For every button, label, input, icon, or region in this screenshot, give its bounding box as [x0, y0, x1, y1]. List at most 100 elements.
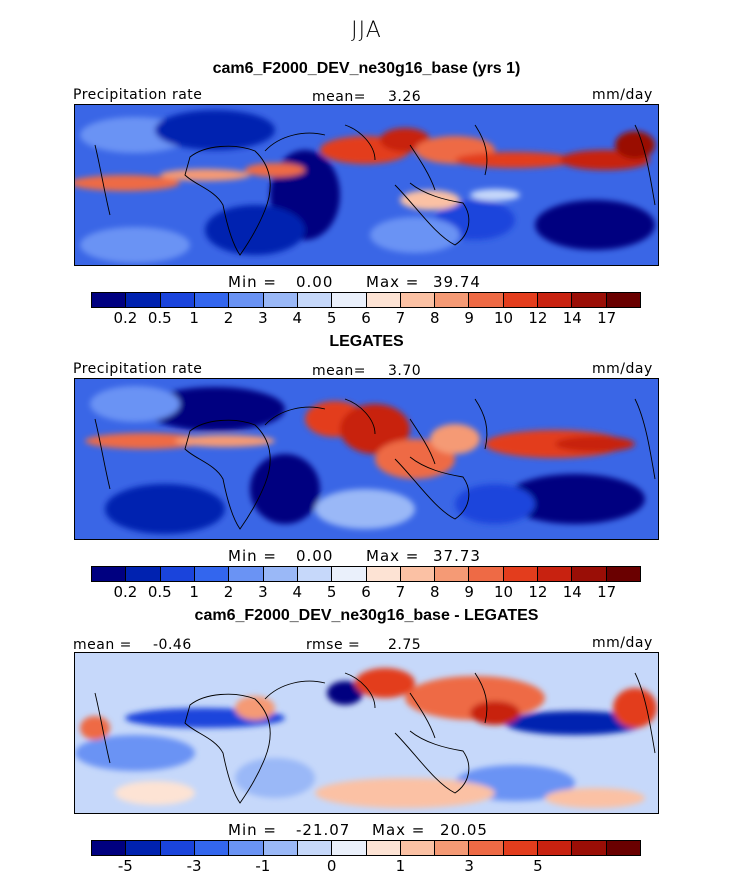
colorbar-swatch [366, 567, 401, 581]
colorbar-swatch [194, 841, 230, 855]
colorbar-swatch [160, 293, 195, 307]
colorbar-swatch [229, 567, 264, 581]
panel1-variable-label: Precipitation rate [73, 87, 203, 103]
colorbar-tick-label: 12 [528, 309, 548, 327]
colorbar-swatch [435, 567, 470, 581]
colorbar-tick-label: 17 [597, 309, 617, 327]
panel1-title: cam6_F2000_DEV_ne30g16_base (yrs 1) [212, 60, 521, 77]
colorbar-tick-label: 4 [292, 309, 303, 327]
colorbar-tick-label: 1 [189, 583, 199, 601]
colorbar-tick-label: 7 [395, 583, 406, 601]
panel1-mean-label: mean= [312, 89, 366, 105]
panel1-colorbar [91, 292, 641, 308]
colorbar-swatch [263, 841, 298, 855]
colorbar-tick-label: 3 [464, 857, 474, 875]
colorbar-tick-label: 2 [223, 309, 234, 327]
panel2-max-label: Max = [366, 547, 420, 565]
colorbar-swatch [435, 293, 470, 307]
colorbar-tick-label: 5 [533, 857, 543, 875]
panel1-min-label: Min = [228, 273, 277, 291]
colorbar-swatch [126, 567, 161, 581]
panel3-rmse-label: rmse = [306, 637, 361, 653]
colorbar-swatch [503, 841, 539, 855]
panel1-min-value: 0.00 [296, 273, 334, 291]
panel2-mean-value: 3.70 [388, 363, 422, 379]
panel1-mean-value: 3.26 [388, 89, 422, 105]
colorbar-swatch [229, 293, 264, 307]
colorbar-tick-label: 8 [429, 583, 440, 601]
colorbar-tick-label: 6 [361, 583, 371, 601]
colorbar-swatch [400, 841, 436, 855]
colorbar-swatch [503, 293, 539, 307]
colorbar-swatch [194, 567, 230, 581]
colorbar-tick-label: 4 [292, 583, 303, 601]
colorbar-tick-label: 8 [429, 309, 440, 327]
colorbar-tick-label: 0.5 [147, 583, 172, 601]
colorbar-tick-label: 10 [493, 583, 514, 601]
colorbar-swatch [332, 293, 367, 307]
colorbar-tick-label: 17 [597, 583, 617, 601]
panel2-mean-label: mean= [312, 363, 366, 379]
colorbar-swatch [160, 567, 195, 581]
colorbar-tick-label: 0 [326, 857, 337, 875]
panel3-max-label: Max = [372, 821, 426, 839]
colorbar-tick-label: 3 [258, 583, 268, 601]
colorbar-tick-label: 9 [464, 309, 474, 327]
colorbar-swatch [297, 567, 333, 581]
colorbar-tick-label: 7 [395, 309, 406, 327]
colorbar-swatch [92, 841, 127, 855]
colorbar-tick-label: 10 [493, 309, 514, 327]
colorbar-tick-label: 2 [223, 583, 234, 601]
colorbar-swatch [332, 567, 367, 581]
colorbar-tick-label: 12 [528, 583, 548, 601]
colorbar-tick-label: 0.5 [147, 309, 172, 327]
colorbar-swatch [606, 567, 640, 581]
colorbar-tick-label: 6 [361, 309, 371, 327]
colorbar-tick-label: -5 [117, 857, 133, 875]
panel2-min-label: Min = [228, 547, 277, 565]
colorbar-swatch [572, 293, 607, 307]
panel3-map [74, 652, 659, 814]
colorbar-swatch [92, 567, 127, 581]
colorbar-swatch [400, 567, 436, 581]
colorbar-swatch [263, 567, 298, 581]
colorbar-swatch [469, 567, 504, 581]
colorbar-swatch [332, 841, 367, 855]
colorbar-swatch [297, 293, 333, 307]
colorbar-swatch [229, 841, 264, 855]
colorbar-tick-label: 1 [189, 309, 199, 327]
panel3-title: cam6_F2000_DEV_ne30g16_base - LEGATES [194, 607, 539, 624]
panel3-min-label: Min = [228, 821, 277, 839]
colorbar-swatch [538, 567, 573, 581]
panel1-max-label: Max = [366, 273, 420, 291]
colorbar-tick-label: 1 [395, 857, 406, 875]
colorbar-swatch [160, 841, 195, 855]
colorbar-swatch [126, 293, 161, 307]
colorbar-tick-label: 5 [326, 309, 337, 327]
colorbar-swatch [606, 841, 640, 855]
colorbar-swatch [435, 841, 470, 855]
colorbar-swatch [92, 293, 127, 307]
colorbar-swatch [366, 293, 401, 307]
panel3-max-value: 20.05 [440, 821, 488, 839]
colorbar-tick-label: 9 [464, 583, 474, 601]
colorbar-tick-label: 5 [326, 583, 337, 601]
colorbar-tick-label: 0.2 [113, 309, 138, 327]
panel3-colorbar-ticks: -5 -3 -1 0 1 3 5 [91, 857, 641, 877]
panel1-map [74, 104, 659, 266]
colorbar-swatch [572, 841, 607, 855]
panel3-mean-value: -0.46 [153, 637, 192, 653]
colorbar-swatch [194, 293, 230, 307]
colorbar-swatch [400, 293, 436, 307]
panel3-rmse-value: 2.75 [388, 637, 422, 653]
colorbar-swatch [469, 841, 504, 855]
panel2-min-value: 0.00 [296, 547, 334, 565]
panel3-mean-label: mean = [73, 637, 132, 653]
season-title: JJA [351, 18, 382, 43]
panel2-map [74, 378, 659, 540]
colorbar-swatch [503, 567, 539, 581]
panel2-max-value: 37.73 [433, 547, 481, 565]
colorbar-swatch [366, 841, 401, 855]
colorbar-tick-label: 0.2 [113, 583, 138, 601]
colorbar-swatch [572, 567, 607, 581]
